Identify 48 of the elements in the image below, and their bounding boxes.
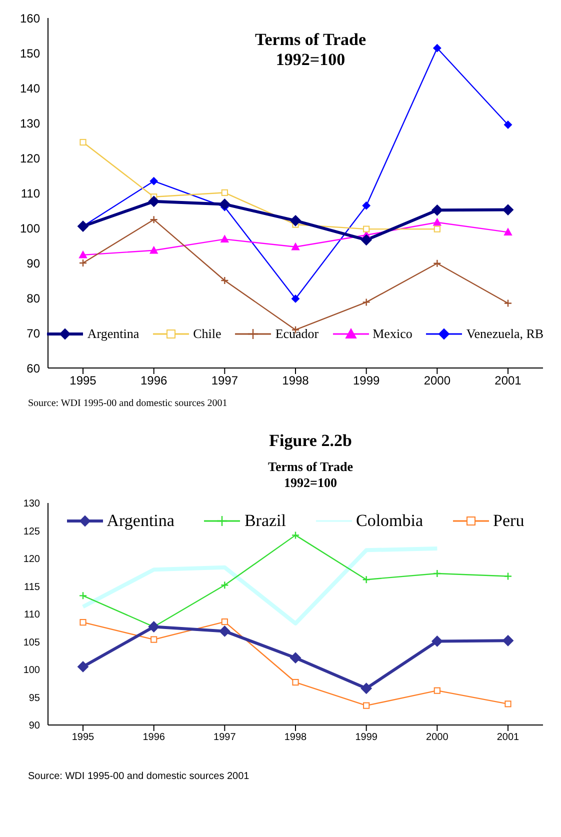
legend-label: Venezuela, RB	[465, 326, 544, 342]
y-tick-label: 70	[26, 326, 40, 340]
x-tick-label: 1996	[140, 374, 168, 388]
x-tick-label: 1995	[72, 732, 95, 744]
y-tick-label: 110	[20, 186, 40, 200]
y-tick-label: 140	[20, 81, 40, 96]
x-tick-label: 2000	[424, 374, 451, 388]
y-tick-label: 130	[23, 498, 40, 510]
y-tick-label: 125	[23, 526, 40, 538]
y-tick-label: 95	[28, 692, 40, 704]
x-tick-label: 1999	[355, 732, 378, 744]
x-tick-label: 1998	[282, 374, 310, 388]
chart-title: Terms of Trade 1992=100	[267, 459, 354, 490]
x-tick-label: 2000	[426, 732, 449, 744]
y-tick-label: 110	[24, 610, 40, 621]
y-tick-label: 115	[24, 582, 40, 593]
y-tick-label: 160	[20, 11, 40, 26]
legend-label: Colombia	[354, 511, 424, 531]
y-tick-label: 90	[28, 720, 40, 732]
y-tick-label: 130	[20, 116, 40, 130]
caption: Figure 2.2b	[268, 431, 353, 451]
x-tick-label: 1998	[284, 732, 308, 744]
text: Terms of Trade 1992=100	[254, 30, 368, 71]
x-tick-label: 1996	[142, 732, 166, 744]
y-tick-label: 150	[20, 46, 40, 60]
x-tick-label: 1995	[70, 374, 97, 388]
x-tick-label: 1997	[214, 732, 236, 744]
x-tick-label: 1999	[352, 374, 380, 388]
legend-label: Chile	[192, 326, 222, 342]
y-tick-label: 60	[26, 361, 40, 376]
y-tick-label: 80	[26, 291, 40, 306]
x-tick-label: 2001	[494, 374, 522, 388]
x-tick-label: 2001	[496, 732, 520, 744]
y-tick-label: 100	[20, 221, 40, 236]
y-tick-label: 105	[23, 637, 40, 648]
legend-label: Argentina	[86, 326, 140, 342]
legend-label: Peru	[492, 511, 524, 531]
source-note: Source: WDI 1995-00 and domestic sources 2001	[27, 771, 250, 782]
y-tick-label: 120	[20, 151, 40, 166]
y-tick-label: 90	[26, 256, 40, 270]
legend-label: Ecuador	[274, 326, 319, 342]
legend-label: Argentina	[106, 511, 174, 531]
legend-label: Brazil	[243, 511, 286, 531]
legend-label: Mexico	[372, 326, 412, 342]
x-tick-label: 1997	[211, 374, 238, 388]
y-tick-label: 100	[23, 665, 40, 676]
y-tick-label: 120	[23, 554, 40, 566]
source-note: Source: WDI 1995-00 and domestic sources 2001	[27, 398, 228, 409]
